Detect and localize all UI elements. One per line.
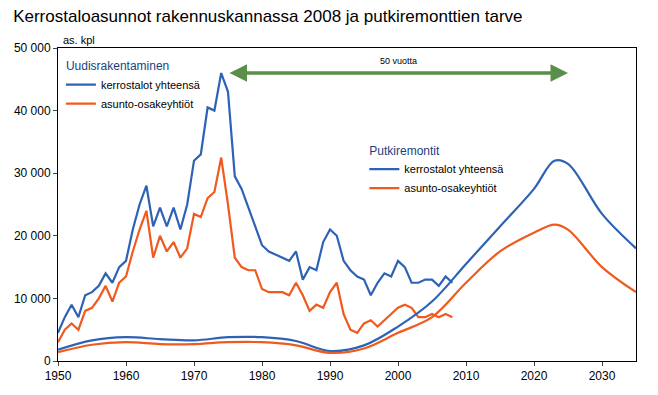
svg-text:1950: 1950 <box>45 369 72 383</box>
svg-text:40 000: 40 000 <box>14 104 51 118</box>
svg-text:50 000: 50 000 <box>14 41 51 55</box>
svg-text:2000: 2000 <box>385 369 412 383</box>
svg-text:as. kpl: as. kpl <box>63 34 95 46</box>
svg-text:2010: 2010 <box>453 369 480 383</box>
svg-text:2020: 2020 <box>521 369 548 383</box>
svg-text:30 000: 30 000 <box>14 166 51 180</box>
svg-text:Kerrostaloasunnot rakennuskann: Kerrostaloasunnot rakennuskannassa 2008 … <box>13 7 522 26</box>
svg-text:1970: 1970 <box>181 369 208 383</box>
svg-text:asunto-osakeyhtiöt: asunto-osakeyhtiöt <box>101 98 193 110</box>
svg-text:2030: 2030 <box>589 369 616 383</box>
svg-text:50 vuotta: 50 vuotta <box>380 56 417 66</box>
svg-text:kerrostalot yhteensä: kerrostalot yhteensä <box>404 163 504 175</box>
svg-text:Uudisrakentaminen: Uudisrakentaminen <box>66 59 169 73</box>
svg-text:kerrostalot yhteensä: kerrostalot yhteensä <box>101 79 201 91</box>
svg-text:10 000: 10 000 <box>14 292 51 306</box>
svg-text:asunto-osakeyhtiöt: asunto-osakeyhtiöt <box>404 182 496 194</box>
svg-text:1990: 1990 <box>317 369 344 383</box>
svg-text:0: 0 <box>44 354 51 368</box>
svg-text:1960: 1960 <box>113 369 140 383</box>
svg-text:Putkiremontit: Putkiremontit <box>369 144 440 158</box>
svg-text:20 000: 20 000 <box>14 229 51 243</box>
svg-text:1980: 1980 <box>249 369 276 383</box>
